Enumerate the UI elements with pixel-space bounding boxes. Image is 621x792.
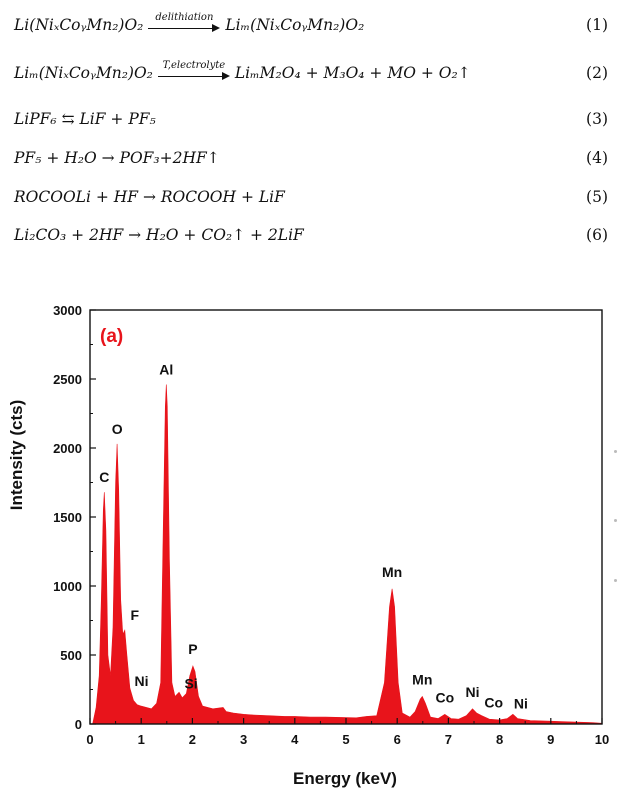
equation-5-text: ROCOOLi + HF → ROCOOH + LiF	[14, 188, 285, 206]
peak-label-f: F	[131, 607, 140, 623]
equation-4-text: PF₅ + H₂O → POF₃+2HF↑	[14, 149, 220, 167]
y-tick-label: 1500	[53, 510, 82, 525]
x-tick-label: 0	[86, 732, 93, 747]
x-tick-label: 10	[595, 732, 609, 747]
x-tick-label: 8	[496, 732, 503, 747]
equation-1-right: Liₘ(NiₓCoᵧMn₂)O₂	[225, 16, 365, 34]
peak-label-mn: Mn	[412, 671, 432, 687]
y-tick-label: 3000	[53, 303, 82, 318]
peak-label-si: Si	[184, 675, 197, 691]
peak-label-p: P	[188, 641, 197, 657]
x-tick-label: 9	[547, 732, 554, 747]
y-axis-title: Intensity (cts)	[7, 400, 26, 511]
equation-5-number: (5)	[586, 188, 608, 206]
equation-4: PF₅ + H₂O → POF₃+2HF↑ (4)	[14, 145, 608, 171]
peak-label-ni: Ni	[514, 695, 528, 711]
equation-1-arrow: delithiation	[148, 12, 221, 36]
equation-2-right: LiₘM₂O₄ + M₃O₄ + MO + O₂↑	[234, 64, 471, 82]
equation-1-left: Li(NiₓCoᵧMn₂)O₂	[14, 16, 144, 34]
equations: Li(NiₓCoᵧMn₂)O₂ delithiation Liₘ(NiₓCoᵧM…	[0, 0, 621, 260]
margin-dot	[614, 519, 617, 522]
eds-spectrum-chart: 0 1 2 3 4 5 6 7 8 9 10 0 500 1000 1500 2000 2500 3000 C O F N…	[7, 303, 609, 788]
equation-2-arrow-label: T,electrolyte	[162, 60, 226, 71]
y-tick-label: 2000	[53, 441, 82, 456]
x-tick-label: 3	[240, 732, 247, 747]
x-tick-label: 6	[394, 732, 401, 747]
spectrum-area	[92, 384, 603, 725]
equation-4-number: (4)	[586, 149, 608, 167]
peak-label-co: Co	[484, 695, 503, 711]
x-axis-title: Energy (keV)	[293, 769, 397, 788]
panel-label: (a)	[100, 326, 123, 347]
margin-dot	[614, 450, 617, 453]
x-tick-label: 1	[138, 732, 145, 747]
peak-label-co: Co	[435, 689, 454, 705]
y-tick-label: 2500	[53, 372, 82, 387]
equation-1-arrow-label: delithiation	[155, 12, 214, 23]
y-tick-label: 500	[60, 648, 82, 663]
peak-label-al: Al	[159, 362, 173, 378]
x-tick-label: 5	[342, 732, 349, 747]
equation-2: Liₘ(NiₓCoᵧMn₂)O₂ T,electrolyte LiₘM₂O₄ +…	[14, 60, 608, 86]
equation-2-arrow: T,electrolyte	[157, 60, 230, 84]
equation-5: ROCOOLi + HF → ROCOOH + LiF (5)	[14, 184, 608, 210]
peak-label-mn: Mn	[382, 564, 402, 580]
equation-2-left: Liₘ(NiₓCoᵧMn₂)O₂	[14, 64, 153, 82]
y-tick-label: 0	[75, 717, 82, 732]
x-tick-label: 2	[189, 732, 196, 747]
x-tick-label: 4	[291, 732, 299, 747]
peak-label-ni: Ni	[135, 673, 149, 689]
x-tick-label: 7	[445, 732, 452, 747]
peak-label-ni: Ni	[465, 684, 479, 700]
equation-6: Li₂CO₃ + 2HF → H₂O + CO₂↑ + 2LiF (6)	[14, 222, 608, 248]
equation-2-number: (2)	[586, 64, 608, 82]
y-tick-label: 1000	[53, 579, 82, 594]
peak-label-o: O	[112, 421, 123, 437]
equation-3-text: LiPF₆ ⇆ LiF + PF₅	[14, 110, 156, 128]
peak-label-c: C	[99, 469, 109, 485]
margin-dot	[614, 579, 617, 582]
equation-3-number: (3)	[586, 110, 608, 128]
equation-6-number: (6)	[586, 226, 608, 244]
equation-1: Li(NiₓCoᵧMn₂)O₂ delithiation Liₘ(NiₓCoᵧM…	[14, 12, 608, 38]
equation-3: LiPF₆ ⇆ LiF + PF₅ (3)	[14, 106, 608, 132]
equation-1-number: (1)	[586, 16, 608, 34]
equation-6-text: Li₂CO₃ + 2HF → H₂O + CO₂↑ + 2LiF	[14, 226, 304, 244]
